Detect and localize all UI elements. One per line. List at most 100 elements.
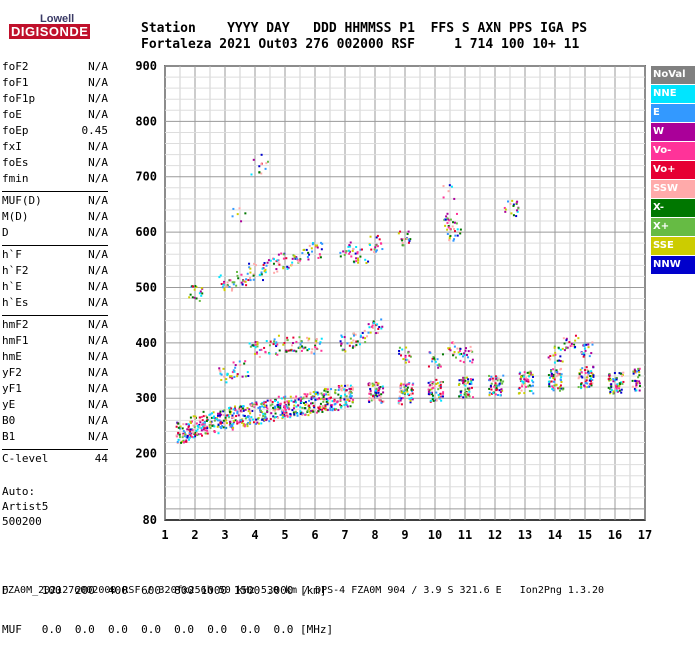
echo-point — [186, 435, 189, 438]
echo-point — [559, 368, 562, 371]
echo-point — [189, 416, 192, 419]
echo-point — [560, 379, 563, 382]
echo-point — [299, 346, 302, 349]
param-value: 44 — [94, 452, 108, 465]
echo-point — [271, 401, 274, 404]
echo-point — [223, 409, 226, 412]
echo-point — [468, 390, 471, 393]
echo-point — [367, 260, 370, 263]
echo-point — [459, 359, 462, 362]
echo-point — [260, 402, 263, 405]
echo-point — [188, 432, 191, 435]
echo-point — [234, 366, 237, 369]
echo-point — [258, 165, 261, 168]
echo-point — [561, 388, 564, 391]
echo-point — [230, 410, 233, 413]
echo-point — [226, 414, 229, 417]
echo-point — [438, 363, 441, 366]
echo-point — [286, 406, 289, 409]
echo-point — [553, 378, 556, 381]
legend-item-w: W — [651, 123, 695, 141]
echo-point — [452, 342, 455, 345]
echo-point — [620, 388, 623, 391]
echo-point — [277, 262, 280, 265]
echo-point — [453, 197, 456, 200]
param-value: N/A — [88, 296, 108, 309]
echo-point — [530, 390, 533, 393]
echo-point — [246, 371, 249, 374]
echo-point — [448, 236, 451, 239]
param-value: N/A — [88, 350, 108, 363]
echo-point — [209, 422, 212, 425]
echo-point — [488, 391, 491, 394]
echo-point — [268, 420, 271, 423]
echo-point — [465, 347, 468, 350]
echo-point — [375, 387, 378, 390]
echo-point — [313, 396, 316, 399]
echo-point — [190, 432, 193, 435]
echo-point — [326, 399, 329, 402]
echo-point — [229, 422, 232, 425]
echo-point — [584, 369, 587, 372]
echo-point — [264, 401, 267, 404]
header-values: Fortaleza 2021 Out03 276 002000 RSF 1 71… — [141, 37, 580, 52]
echo-point — [577, 337, 580, 340]
echo-point — [287, 266, 290, 269]
echo-point — [234, 364, 237, 367]
echo-point — [375, 249, 378, 252]
echo-point — [218, 276, 221, 279]
echo-point — [236, 213, 239, 216]
echo-point — [436, 382, 439, 385]
echo-point — [373, 398, 376, 401]
echo-point — [289, 416, 292, 419]
echo-point — [592, 374, 595, 377]
echo-point — [276, 270, 279, 273]
echo-point — [256, 341, 259, 344]
echo-point — [380, 401, 383, 404]
echo-point — [490, 382, 493, 385]
echo-point — [291, 257, 294, 260]
param-value: N/A — [88, 76, 108, 89]
echo-point — [635, 386, 638, 389]
echo-point — [292, 407, 295, 410]
echo-point — [276, 259, 279, 262]
echo-point — [501, 389, 504, 392]
echo-point — [266, 407, 269, 410]
echo-point — [308, 406, 311, 409]
echo-point — [237, 421, 240, 424]
echo-point — [200, 294, 203, 297]
echo-point — [492, 379, 495, 382]
echo-point — [234, 405, 237, 408]
echo-point — [633, 387, 636, 390]
echo-point — [590, 384, 593, 387]
echo-point — [348, 391, 351, 394]
echo-point — [592, 375, 595, 378]
echo-point — [467, 350, 470, 353]
echo-point — [209, 426, 212, 429]
echo-point — [275, 341, 278, 344]
echo-point — [451, 341, 454, 344]
echo-point — [574, 345, 577, 348]
echo-point — [371, 324, 374, 327]
echo-point — [458, 379, 461, 382]
echo-point — [295, 256, 298, 259]
echo-point — [283, 397, 286, 400]
echo-point — [210, 420, 213, 423]
echo-point — [405, 384, 408, 387]
echo-point — [401, 389, 404, 392]
echo-point — [557, 373, 560, 376]
echo-point — [274, 416, 277, 419]
echo-point — [277, 408, 280, 411]
echo-point — [638, 384, 641, 387]
echo-point — [264, 404, 267, 407]
echo-point — [243, 423, 246, 426]
param-key: foF1 — [2, 76, 29, 89]
echo-point — [250, 416, 253, 419]
echo-point — [435, 383, 438, 386]
echo-point — [381, 385, 384, 388]
echo-point — [274, 412, 277, 415]
echo-point — [554, 372, 557, 375]
echo-point — [306, 393, 309, 396]
echo-point — [279, 404, 282, 407]
echo-point — [188, 436, 191, 439]
